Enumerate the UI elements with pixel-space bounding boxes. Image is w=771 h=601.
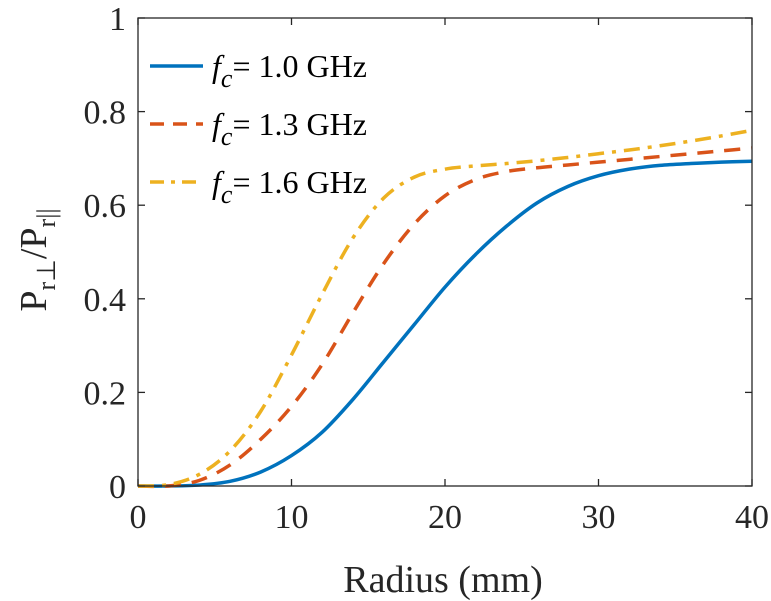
- y-tick-label-2: 0.4: [84, 282, 127, 319]
- legend-label-1: fc= 1.0 GHz: [212, 48, 367, 93]
- y-axis-title-slash: /: [13, 248, 55, 259]
- x-tick-label-2: 20: [428, 499, 462, 536]
- x-tick-label-0: 0: [130, 499, 147, 536]
- y-tick-label-0: 0: [109, 469, 126, 506]
- series-line-1: [137, 159, 753, 488]
- legend-subscript-2: c: [221, 122, 233, 151]
- legend-value-3: = 1.6 GHz: [232, 164, 366, 200]
- legend-subscript-1: c: [221, 64, 233, 93]
- tick-layer: 0 10 20 30 40 0 0.2 0.4 0.6 0.8 1: [84, 1, 770, 536]
- y-axis-title-base2: P: [13, 227, 55, 248]
- legend-value-2: = 1.3 GHz: [232, 106, 366, 142]
- y-axis-title: Pr⊥/Pr||: [13, 208, 61, 311]
- x-tick-label-4: 40: [735, 499, 769, 536]
- series-line-2: [137, 146, 753, 489]
- series-layer: [137, 128, 753, 489]
- y-axis-title-sub1: r⊥: [32, 259, 61, 290]
- legend-subscript-3: c: [221, 180, 233, 209]
- y-tick-label-1: 0.2: [84, 375, 127, 412]
- legend-label-2: fc= 1.3 GHz: [212, 106, 367, 151]
- legend: fc= 1.0 GHz fc= 1.3 GHz fc= 1.6 GHz: [150, 48, 367, 209]
- y-tick-label-3: 0.6: [84, 188, 127, 225]
- legend-label-3: fc= 1.6 GHz: [212, 164, 367, 209]
- y-axis-title-sub2: r||: [32, 208, 61, 227]
- y-axis-title-base1: P: [13, 290, 55, 311]
- legend-value-1: = 1.0 GHz: [232, 48, 366, 84]
- x-axis-title: Radius (mm): [343, 559, 542, 601]
- x-tick-label-1: 10: [275, 499, 309, 536]
- y-tick-label-5: 1: [109, 1, 126, 38]
- series-line-3: [137, 128, 753, 488]
- y-tick-label-4: 0.8: [84, 95, 127, 132]
- x-tick-label-3: 30: [582, 499, 616, 536]
